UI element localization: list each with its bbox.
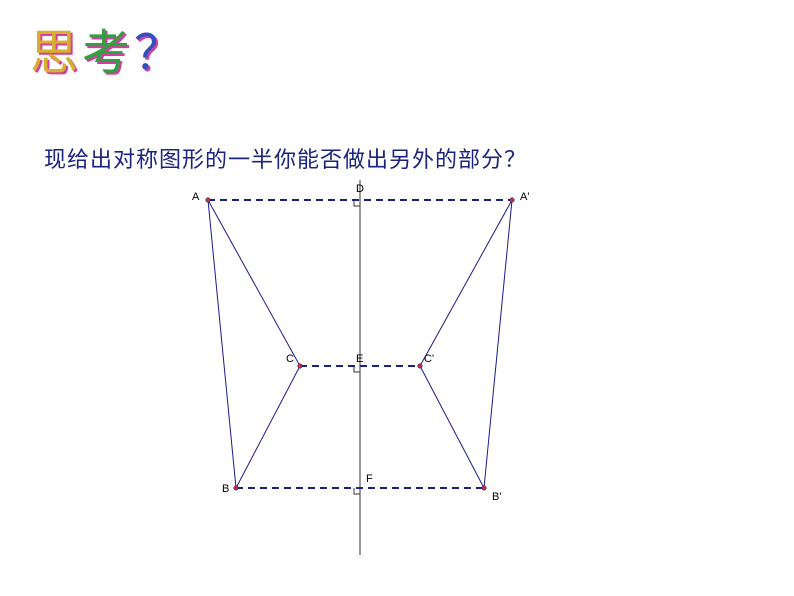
svg-text:C': C' (424, 353, 434, 365)
svg-text:E: E (356, 353, 363, 365)
svg-text:B': B' (492, 491, 501, 503)
svg-text:D: D (356, 183, 364, 195)
svg-text:C: C (286, 353, 294, 365)
svg-text:A': A' (520, 191, 529, 203)
svg-text:A: A (192, 191, 200, 203)
svg-text:B: B (222, 483, 229, 495)
svg-text:F: F (366, 473, 373, 485)
symmetry-diagram: A A' D C C' E B B' F (0, 0, 794, 596)
